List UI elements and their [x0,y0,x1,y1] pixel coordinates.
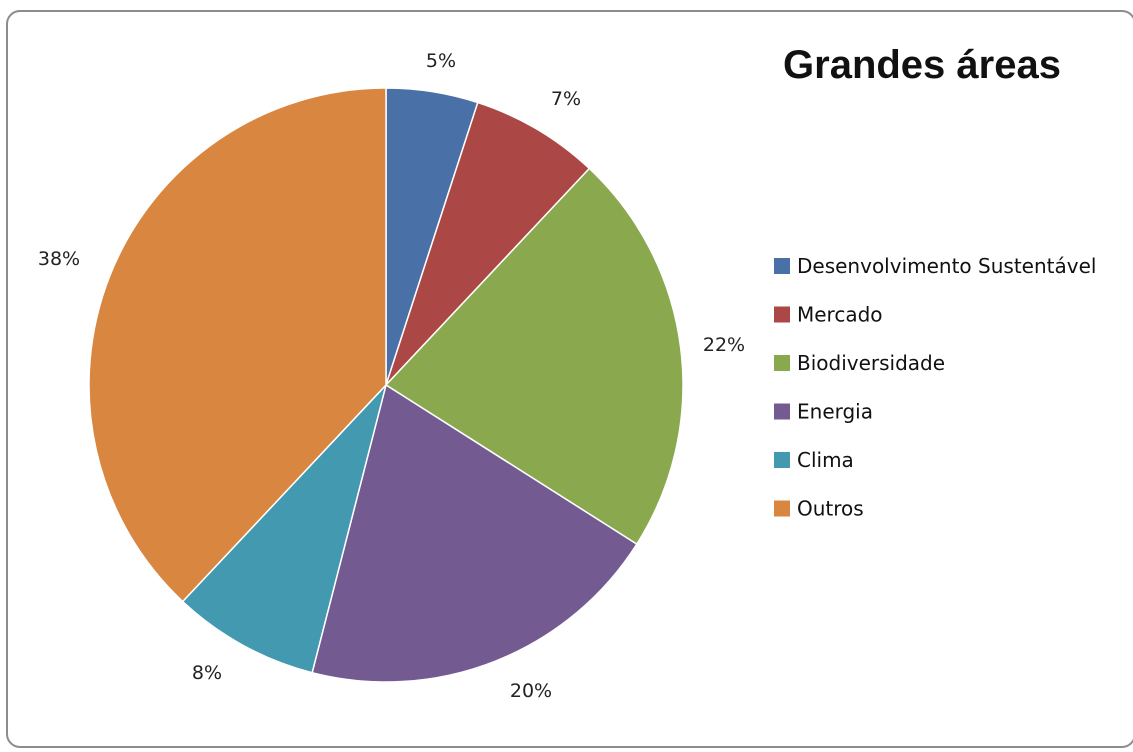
legend-item: Desenvolvimento Sustentável [774,254,1096,278]
legend-item: Mercado [774,303,883,327]
pie-slices [88,87,684,683]
pie-slice-clima [181,384,387,674]
data-label: 8% [192,662,222,684]
data-label: 5% [426,50,456,72]
legend-item: Energia [774,400,873,424]
legend-swatch [774,355,790,371]
legend-label: Biodiversidade [797,351,945,375]
legend-item: Biodiversidade [774,351,945,375]
legend-swatch [774,500,790,517]
pie-slice-energia [311,383,638,683]
legend-swatch [774,258,790,274]
legend-label: Desenvolvimento Sustentável [797,254,1096,278]
legend-swatch [774,403,790,420]
pie-slice-biodiversidade [384,167,684,546]
legend-swatch [774,452,790,468]
data-labels: 5% 7% 22% 20% 8% 38% [38,50,745,702]
data-label: 38% [38,248,80,270]
legend-label: Clima [797,448,854,472]
pie-slice-mercado [385,101,591,386]
legend-label: Energia [797,400,873,424]
legend-label: Mercado [797,303,883,327]
pie-slice-outros [88,87,387,603]
legend: Desenvolvimento Sustentável Mercado Biodiv… [774,254,1096,521]
data-label: 20% [510,680,552,702]
chart-title: Grandes áreas [783,43,1061,87]
data-label: 7% [551,88,581,110]
data-label: 22% [703,334,745,356]
legend-item: Clima [774,448,854,472]
legend-item: Outros [774,497,864,521]
legend-label: Outros [797,497,864,521]
legend-swatch [774,306,790,323]
